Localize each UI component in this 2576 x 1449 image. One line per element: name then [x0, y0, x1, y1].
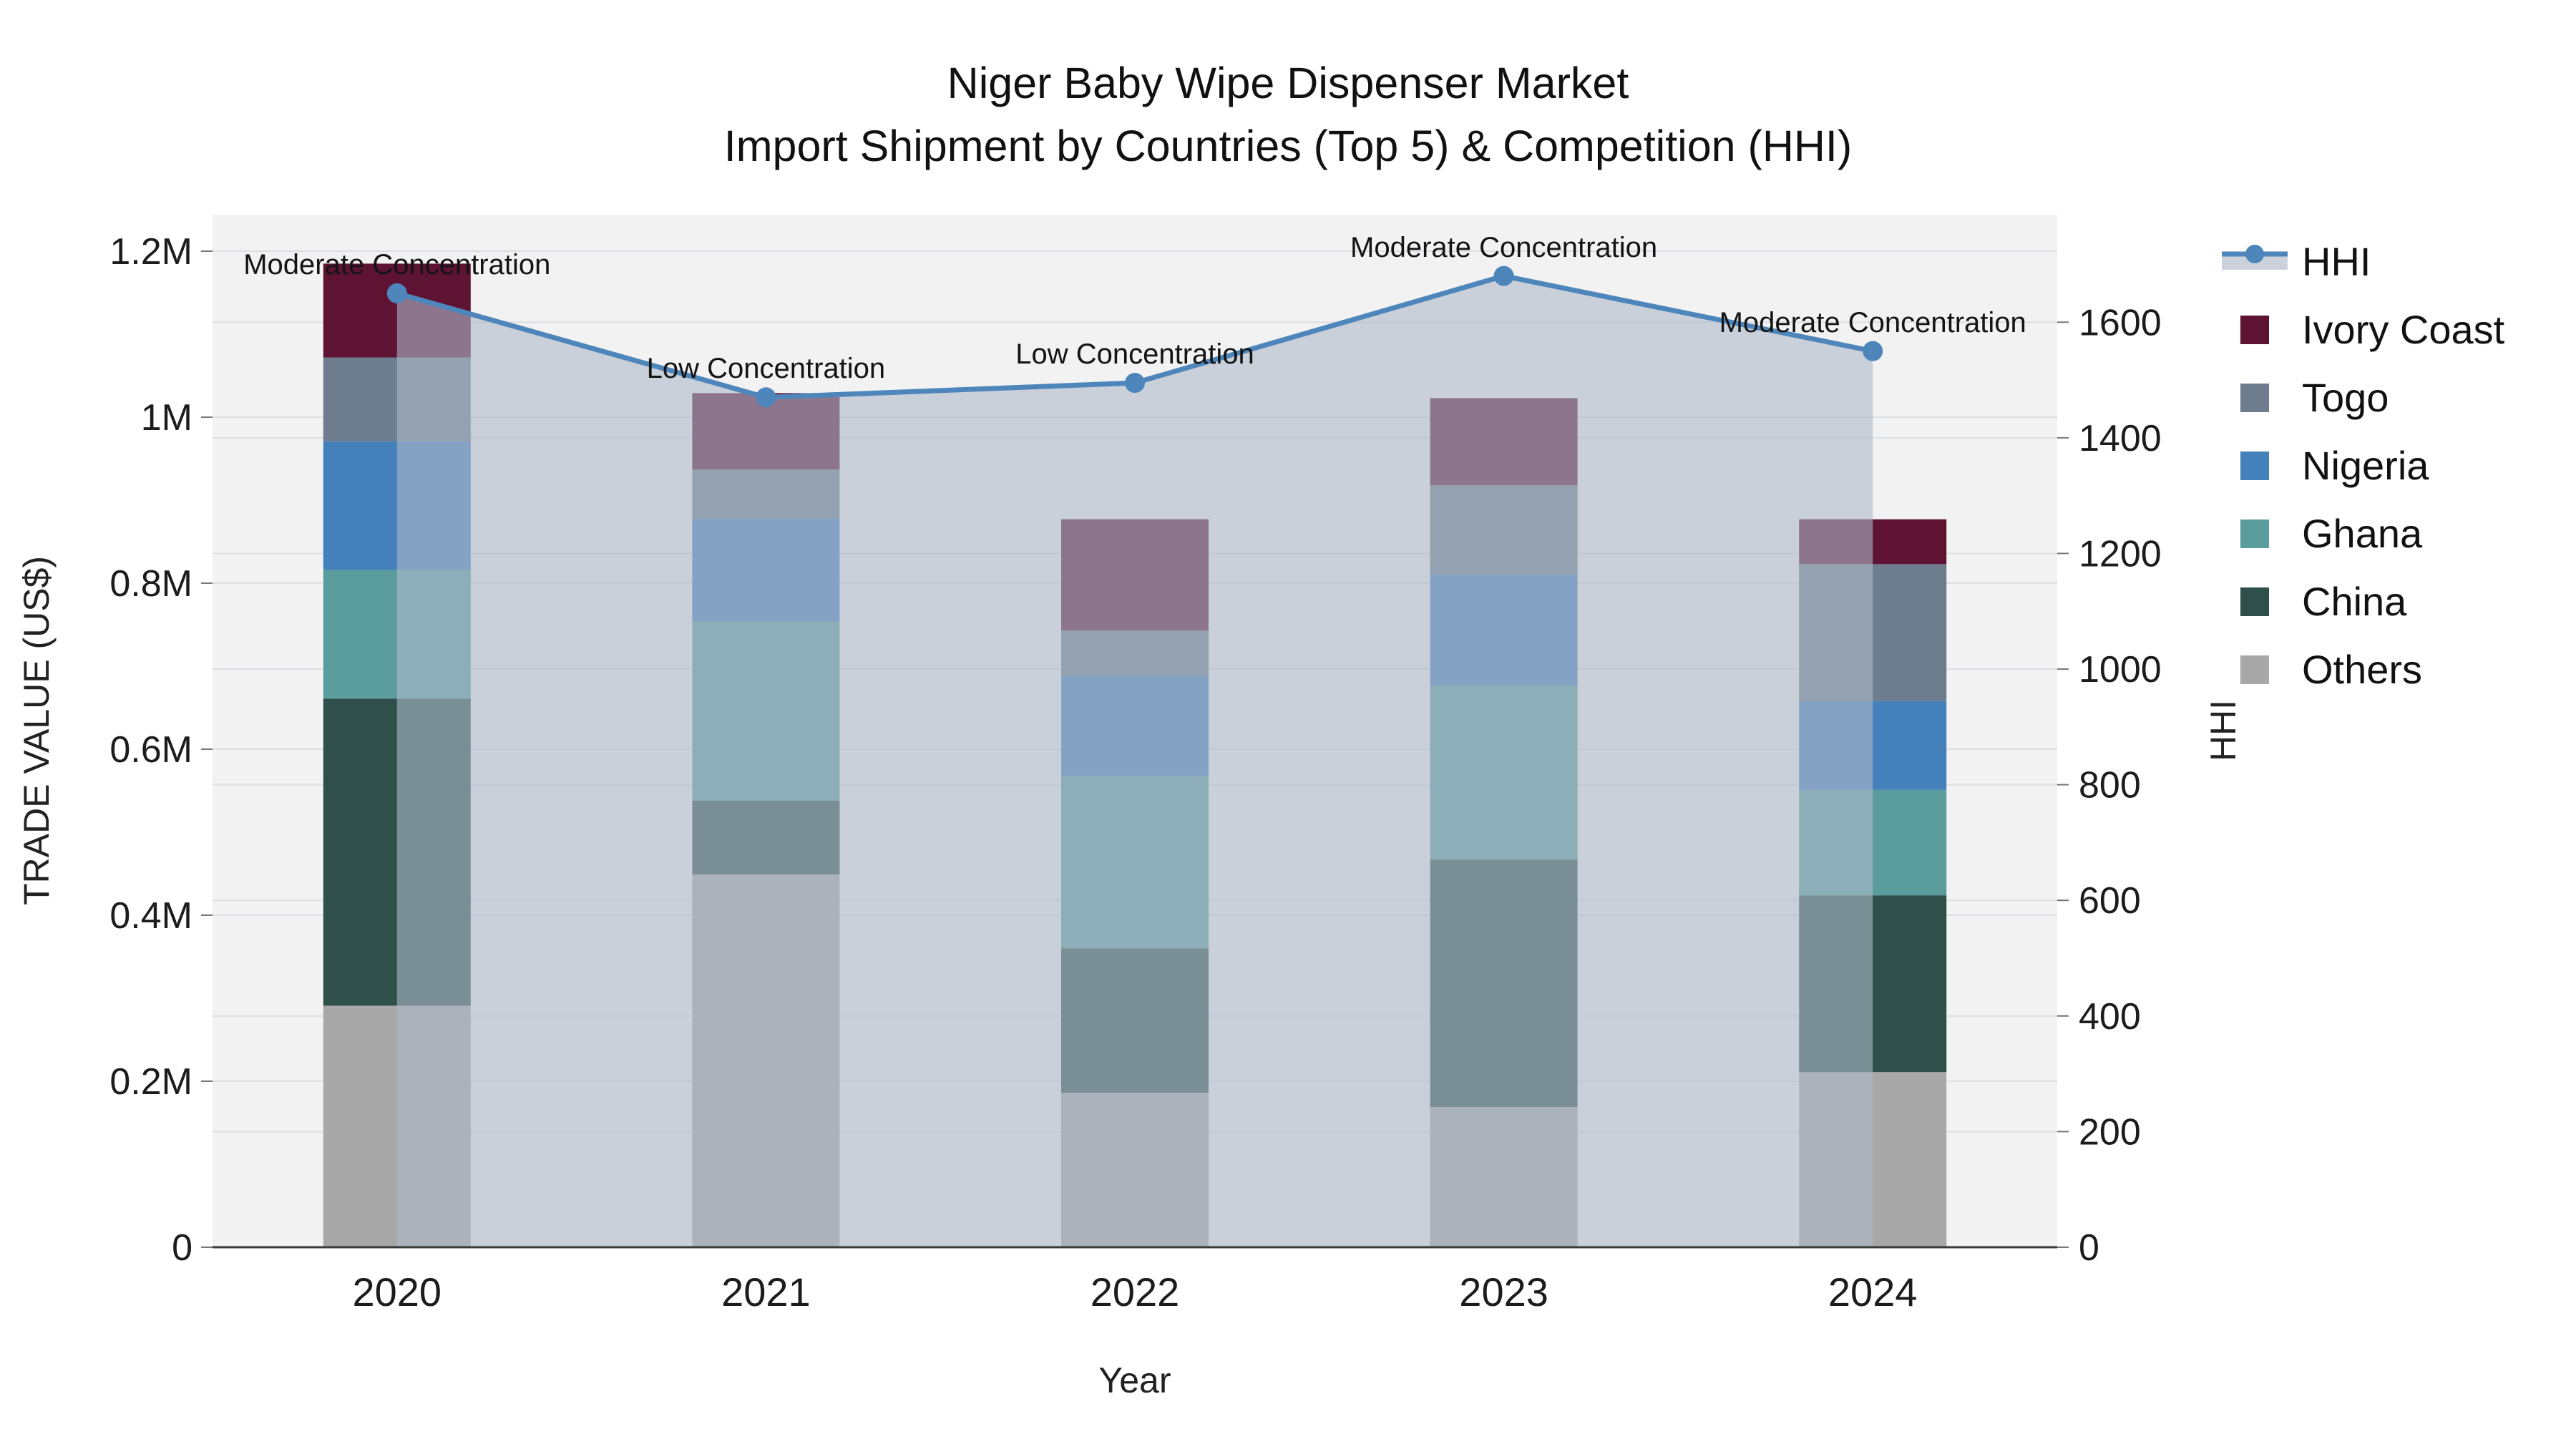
legend-label: Togo — [2302, 375, 2389, 420]
china-swatch — [2240, 587, 2269, 616]
legend-item-nigeria[interactable]: Nigeria — [2222, 431, 2504, 499]
togo-swatch — [2240, 383, 2269, 412]
y-right-tick-label: 1400 — [2079, 418, 2162, 459]
ghana-swatch — [2240, 519, 2269, 548]
y-left-tick-label: 0.2M — [109, 1061, 192, 1103]
hhi-marker-2023 — [1493, 265, 1514, 286]
chart-title-line2: Import Shipment by Countries (Top 5) & C… — [723, 122, 1853, 171]
legend-item-ghana[interactable]: Ghana — [2222, 499, 2504, 567]
nigeria-swatch — [2240, 451, 2269, 480]
chart-title: Niger Baby Wipe Dispenser Market Import … — [724, 52, 1852, 178]
y-right-tick-label: 1200 — [2079, 533, 2162, 575]
hhi-line-swatch — [2222, 244, 2288, 270]
x-tick-label-2021: 2021 — [721, 1269, 811, 1314]
annotation-2024: Moderate Concentration — [1719, 306, 2026, 338]
x-tick-label-2020: 2020 — [353, 1269, 442, 1314]
axis-ticks: 0 0.2M 0.4M 0.6M 0.8M 1M 1.2M 0 200 400 600 800 1000… — [109, 231, 2161, 1314]
x-tick-label-2024: 2024 — [1828, 1269, 1918, 1314]
y-left-tick-label: 0.8M — [109, 563, 192, 605]
hhi-marker-2021 — [756, 387, 776, 408]
y-left-tick-label: 1M — [141, 397, 192, 439]
hhi-area-fill — [396, 275, 1873, 1247]
annotation-2020: Moderate Concentration — [243, 248, 551, 280]
ivory-coast-swatch — [2240, 315, 2269, 344]
y-right-axis-title: HHI — [2203, 699, 2243, 762]
x-tick-label-2022: 2022 — [1091, 1269, 1180, 1314]
y-left-tick-label: 0.6M — [109, 729, 192, 771]
chart-title-line1: Niger Baby Wipe Dispenser Market — [947, 59, 1629, 107]
x-axis-title: Year — [1098, 1360, 1171, 1400]
y-right-tick-label: 600 — [2079, 880, 2141, 922]
legend-label: Others — [2302, 647, 2423, 692]
legend-label: Nigeria — [2302, 443, 2429, 488]
y-right-tick-label: 800 — [2079, 765, 2141, 806]
y-right-tick-label: 0 — [2079, 1227, 2099, 1269]
hhi-marker-2022 — [1125, 373, 1145, 394]
y-left-tick-label: 1.2M — [109, 231, 192, 273]
y-right-tick-label: 200 — [2079, 1111, 2141, 1153]
y-right-tick-label: 400 — [2079, 996, 2141, 1038]
legend-item-togo[interactable]: Togo — [2222, 364, 2504, 431]
legend-label: HHI — [2302, 239, 2371, 284]
annotation-2022: Low Concentration — [1015, 338, 1254, 371]
legend-label: Ghana — [2302, 511, 2423, 556]
legend-label: Ivory Coast — [2302, 307, 2505, 352]
annotation-2021: Low Concentration — [646, 353, 886, 385]
y-left-tick-label: 0 — [172, 1227, 192, 1269]
y-right-tick-label: 1600 — [2079, 302, 2162, 343]
y-right-tick-label: 1000 — [2079, 649, 2162, 691]
legend-item-ivory-coast[interactable]: Ivory Coast — [2222, 296, 2504, 364]
legend-item-china[interactable]: China — [2222, 567, 2504, 635]
legend-item-others[interactable]: Others — [2222, 635, 2504, 703]
others-swatch — [2240, 655, 2269, 684]
legend-label: China — [2302, 579, 2407, 624]
legend: HHI Ivory Coast Togo Nigeria Ghana China… — [2222, 228, 2504, 703]
legend-item-hhi[interactable]: HHI — [2222, 228, 2504, 296]
annotation-2023: Moderate Concentration — [1350, 231, 1658, 263]
y-left-tick-label: 0.4M — [109, 895, 192, 937]
x-tick-label-2023: 2023 — [1459, 1269, 1548, 1314]
hhi-marker-2020 — [386, 283, 407, 303]
y-left-axis-title: TRADE VALUE (US$) — [16, 555, 57, 906]
hhi-marker-2024 — [1863, 341, 1883, 361]
